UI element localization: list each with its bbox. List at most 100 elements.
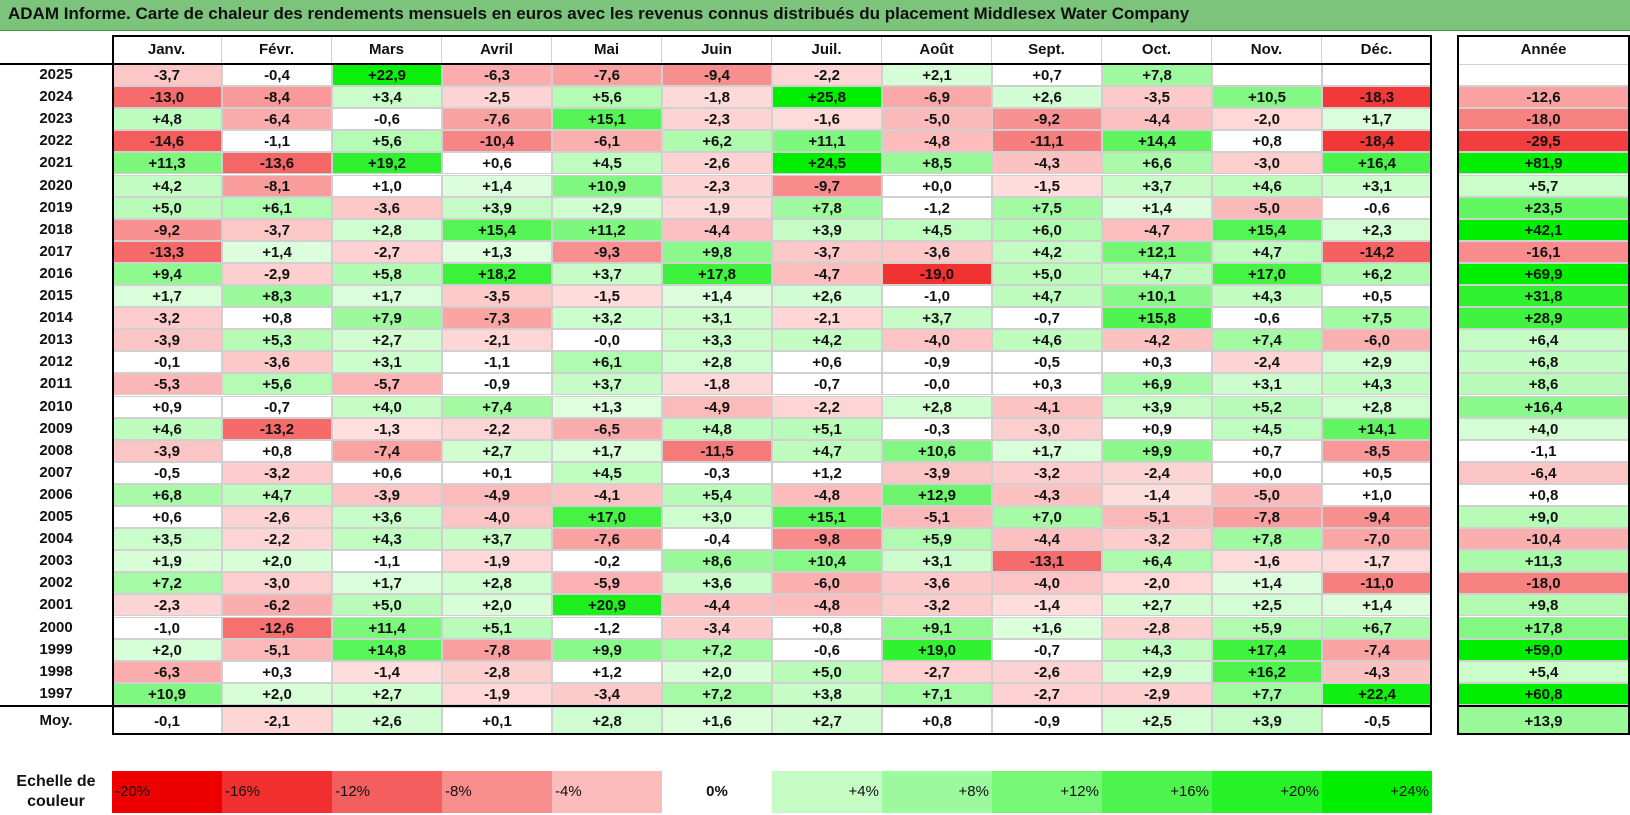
heatmap-cell: -1,6 (772, 108, 882, 131)
heatmap-cell: +4,3 (332, 528, 442, 551)
heatmap-cell: +5,0 (332, 594, 442, 617)
heatmap-cell: +4,0 (332, 395, 442, 418)
year-label: 1997 (39, 684, 73, 702)
heatmap-cell: -6,5 (552, 417, 662, 440)
heatmap-cell: -0,1 (112, 351, 222, 374)
heatmap-cell: -9,2 (112, 218, 222, 241)
year-total-cell (1457, 64, 1630, 87)
heatmap-cell: -1,2 (882, 196, 992, 219)
heatmap-cell: +1,7 (112, 285, 222, 308)
heatmap-cell: -6,4 (222, 108, 332, 131)
heatmap-cell: +11,3 (112, 152, 222, 175)
heatmap-cell: +15,1 (552, 108, 662, 131)
heatmap-cell: -1,1 (332, 550, 442, 573)
heatmap-cell: -1,3 (332, 417, 442, 440)
heatmap-cell: -5,1 (882, 506, 992, 529)
heatmap-cell: +6,2 (662, 130, 772, 153)
month-header: Avril (442, 35, 552, 64)
heatmap-cell: +1,4 (222, 240, 332, 263)
month-header: Sept. (992, 35, 1102, 64)
heatmap-cell: +10,4 (772, 550, 882, 573)
heatmap-cell: +0,0 (882, 174, 992, 197)
heatmap-cell: -3,7 (112, 64, 222, 87)
heatmap-cell (1322, 64, 1432, 87)
heatmap-cell: -9,7 (772, 174, 882, 197)
heatmap-cell: +1,6 (992, 616, 1102, 639)
heatmap-cell: +2,8 (882, 395, 992, 418)
color-scale-swatch: -16% (222, 771, 332, 813)
heatmap-cell: -0,9 (442, 373, 552, 396)
heatmap-cell: +25,8 (772, 86, 882, 109)
color-scale-label: Echelle de couleur (16, 773, 96, 810)
heatmap-cell: -4,3 (992, 483, 1102, 506)
heatmap-cell: -3,2 (112, 307, 222, 330)
heatmap-cell: +18,2 (442, 262, 552, 285)
heatmap-cell: -0,3 (882, 417, 992, 440)
heatmap-cell: -11,5 (662, 439, 772, 462)
year-label: 2021 (39, 154, 73, 172)
heatmap-cell: -11,0 (1322, 572, 1432, 595)
heatmap-cell: -0,5 (992, 351, 1102, 374)
year-total-cell: +23,5 (1457, 196, 1630, 219)
heatmap-cell: +1,7 (992, 439, 1102, 462)
heatmap-cell: -13,6 (222, 152, 332, 175)
heatmap-cell: -0,7 (992, 638, 1102, 661)
heatmap-cell: +11,2 (552, 218, 662, 241)
average-cell: +1,6 (662, 706, 772, 735)
year-total-cell: +42,1 (1457, 218, 1630, 241)
heatmap-cell: -2,9 (222, 262, 332, 285)
year-total-cell: +8,6 (1457, 373, 1630, 396)
heatmap-cell: +0,5 (1322, 461, 1432, 484)
heatmap-cell: +1,3 (442, 240, 552, 263)
heatmap-cell: +20,9 (552, 594, 662, 617)
title-bar: ADAM Informe. Carte de chaleur des rende… (0, 0, 1630, 31)
heatmap-cell: +6,0 (992, 218, 1102, 241)
heatmap-cell: -3,9 (332, 483, 442, 506)
year-label: 2001 (39, 596, 73, 614)
color-scale-swatch: +16% (1102, 771, 1212, 813)
heatmap-cell: +5,2 (1212, 395, 1322, 418)
heatmap-cell: -4,3 (1322, 660, 1432, 683)
heatmap-cell: -7,4 (1322, 638, 1432, 661)
heatmap-cell: -3,7 (772, 240, 882, 263)
heatmap-cell: +1,4 (662, 285, 772, 308)
heatmap-cell: +2,5 (1212, 594, 1322, 617)
year-total-cell: +69,9 (1457, 262, 1630, 285)
heatmap-cell: -6,9 (882, 86, 992, 109)
heatmap-cell: +4,6 (992, 329, 1102, 352)
heatmap-cell: +7,7 (1212, 682, 1322, 705)
average-cell: +2,7 (772, 706, 882, 735)
heatmap-cell: -3,2 (992, 461, 1102, 484)
year-total-cell: +4,0 (1457, 417, 1630, 440)
heatmap-cell: +4,7 (1102, 262, 1212, 285)
heatmap-cell: +7,8 (772, 196, 882, 219)
heatmap-cell: -2,6 (222, 506, 332, 529)
heatmap-cell: +4,8 (112, 108, 222, 131)
year-total-cell: +81,9 (1457, 152, 1630, 175)
heatmap-cell: +4,2 (992, 240, 1102, 263)
heatmap-cell: +5,6 (222, 373, 332, 396)
heatmap-cell: -4,4 (992, 528, 1102, 551)
heatmap-cell: +4,6 (112, 417, 222, 440)
heatmap-cell: -13,2 (222, 417, 332, 440)
heatmap-cell: -9,2 (992, 108, 1102, 131)
heatmap-cell: +12,9 (882, 483, 992, 506)
heatmap-cell: -13,0 (112, 86, 222, 109)
heatmap-cell: -8,5 (1322, 439, 1432, 462)
heatmap-cell: -4,3 (992, 152, 1102, 175)
heatmap-cell: +4,7 (992, 285, 1102, 308)
heatmap-cell: -2,6 (992, 660, 1102, 683)
heatmap-cell: -5,3 (112, 373, 222, 396)
heatmap-cell: +7,4 (1212, 329, 1322, 352)
year-total-cell: +6,4 (1457, 329, 1630, 352)
heatmap-cell: -3,7 (222, 218, 332, 241)
heatmap-cell: +1,0 (332, 174, 442, 197)
heatmap-cell: +3,7 (882, 307, 992, 330)
heatmap-cell: -6,0 (772, 572, 882, 595)
heatmap-cell: +5,0 (992, 262, 1102, 285)
heatmap-cell: +0,9 (1102, 417, 1212, 440)
heatmap-cell: -3,5 (1102, 86, 1212, 109)
heatmap-cell: +9,8 (662, 240, 772, 263)
heatmap-cell: +6,8 (112, 483, 222, 506)
heatmap-cell: +5,6 (332, 130, 442, 153)
